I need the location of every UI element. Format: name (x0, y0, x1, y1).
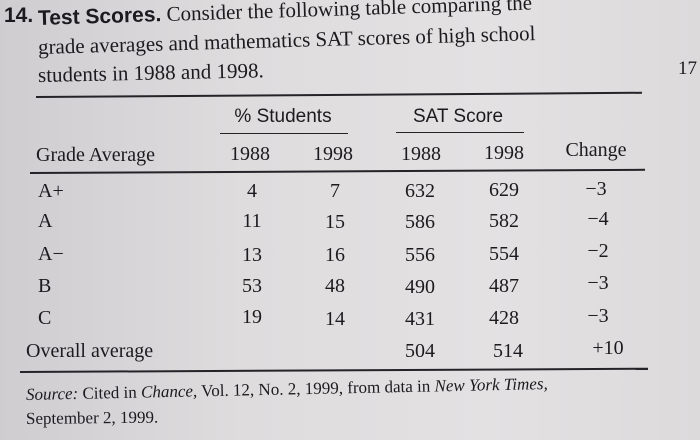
table-cell-sat-1988: 431 (405, 308, 435, 330)
table-row-grade: A− (38, 243, 64, 265)
group-header-sat: SAT Score (412, 106, 504, 127)
students-group-rule (220, 133, 348, 135)
table-row-grade: A (38, 210, 53, 232)
table-cell-students-1988: 13 (242, 244, 262, 266)
source-journal: Chance, (140, 381, 198, 402)
table-cell-sat-1998: 629 (489, 179, 519, 201)
table-cell-change: −2 (587, 240, 609, 262)
header-bottom-rule (29, 168, 645, 174)
problem-number: 14. (4, 4, 34, 27)
table-cell-students-1998: 15 (325, 211, 345, 233)
source-note: Source: Cited in Chance, Vol. 12, No. 2,… (25, 374, 666, 431)
table-cell-change: −4 (587, 208, 609, 230)
source-text-1: Cited in (78, 382, 142, 403)
column-header-sat-1988: 1988 (401, 143, 441, 165)
table-cell-change: −3 (587, 272, 609, 294)
table-cell-change: +10 (592, 337, 624, 359)
problem-intro: Test Scores. Consider the following tabl… (37, 0, 638, 89)
table-row-grade: C (38, 307, 52, 329)
table-cell-students-1988: 53 (242, 275, 262, 297)
table-cell-students-1988: 4 (247, 180, 257, 202)
table-cell-sat-1988: 586 (405, 211, 435, 233)
table-cell-sat-1988: 632 (405, 180, 435, 202)
table-cell-change: −3 (585, 178, 607, 200)
side-page-number: 17 (678, 58, 697, 79)
table-cell-sat-1998: 582 (489, 210, 519, 232)
table-cell-students-1988: 19 (242, 306, 262, 328)
column-header-sat-1998: 1998 (484, 142, 524, 164)
table-cell-students-1998: 16 (325, 244, 345, 266)
table-cell-students-1998: 7 (330, 180, 340, 202)
table-cell-students-1998: 48 (325, 275, 345, 297)
column-header-change: Change (565, 139, 627, 161)
problem-title: Test Scores. (37, 3, 162, 30)
table-cell-sat-1998: 487 (489, 275, 519, 297)
table-top-rule (35, 91, 642, 98)
source-newspaper: New York Times, (434, 374, 548, 396)
table-cell-sat-1998: 428 (489, 307, 519, 329)
column-header-grade: Grade Average (36, 144, 156, 166)
table-row-grade: Overall average (26, 340, 154, 362)
table-row-grade: A+ (38, 180, 64, 202)
sat-group-rule (396, 132, 524, 134)
table-cell-change: −3 (587, 305, 609, 327)
column-header-students-1988: 1988 (230, 143, 270, 165)
column-header-students-1998: 1998 (313, 143, 353, 165)
table-cell-students-1998: 14 (325, 308, 345, 330)
table-cell-sat-1988: 490 (405, 276, 435, 298)
table-cell-sat-1988: 556 (405, 244, 435, 266)
table-cell-sat-1988: 504 (405, 340, 435, 362)
table-row-grade: B (38, 275, 52, 297)
table-cell-sat-1998: 514 (493, 340, 523, 362)
table-cell-sat-1998: 554 (489, 243, 519, 265)
source-text-2: Vol. 12, No. 2, 1999, from data in (197, 376, 435, 401)
table-cell-students-1988: 11 (242, 210, 262, 232)
group-header-students: % Students (234, 106, 332, 127)
source-label: Source: (25, 383, 79, 404)
